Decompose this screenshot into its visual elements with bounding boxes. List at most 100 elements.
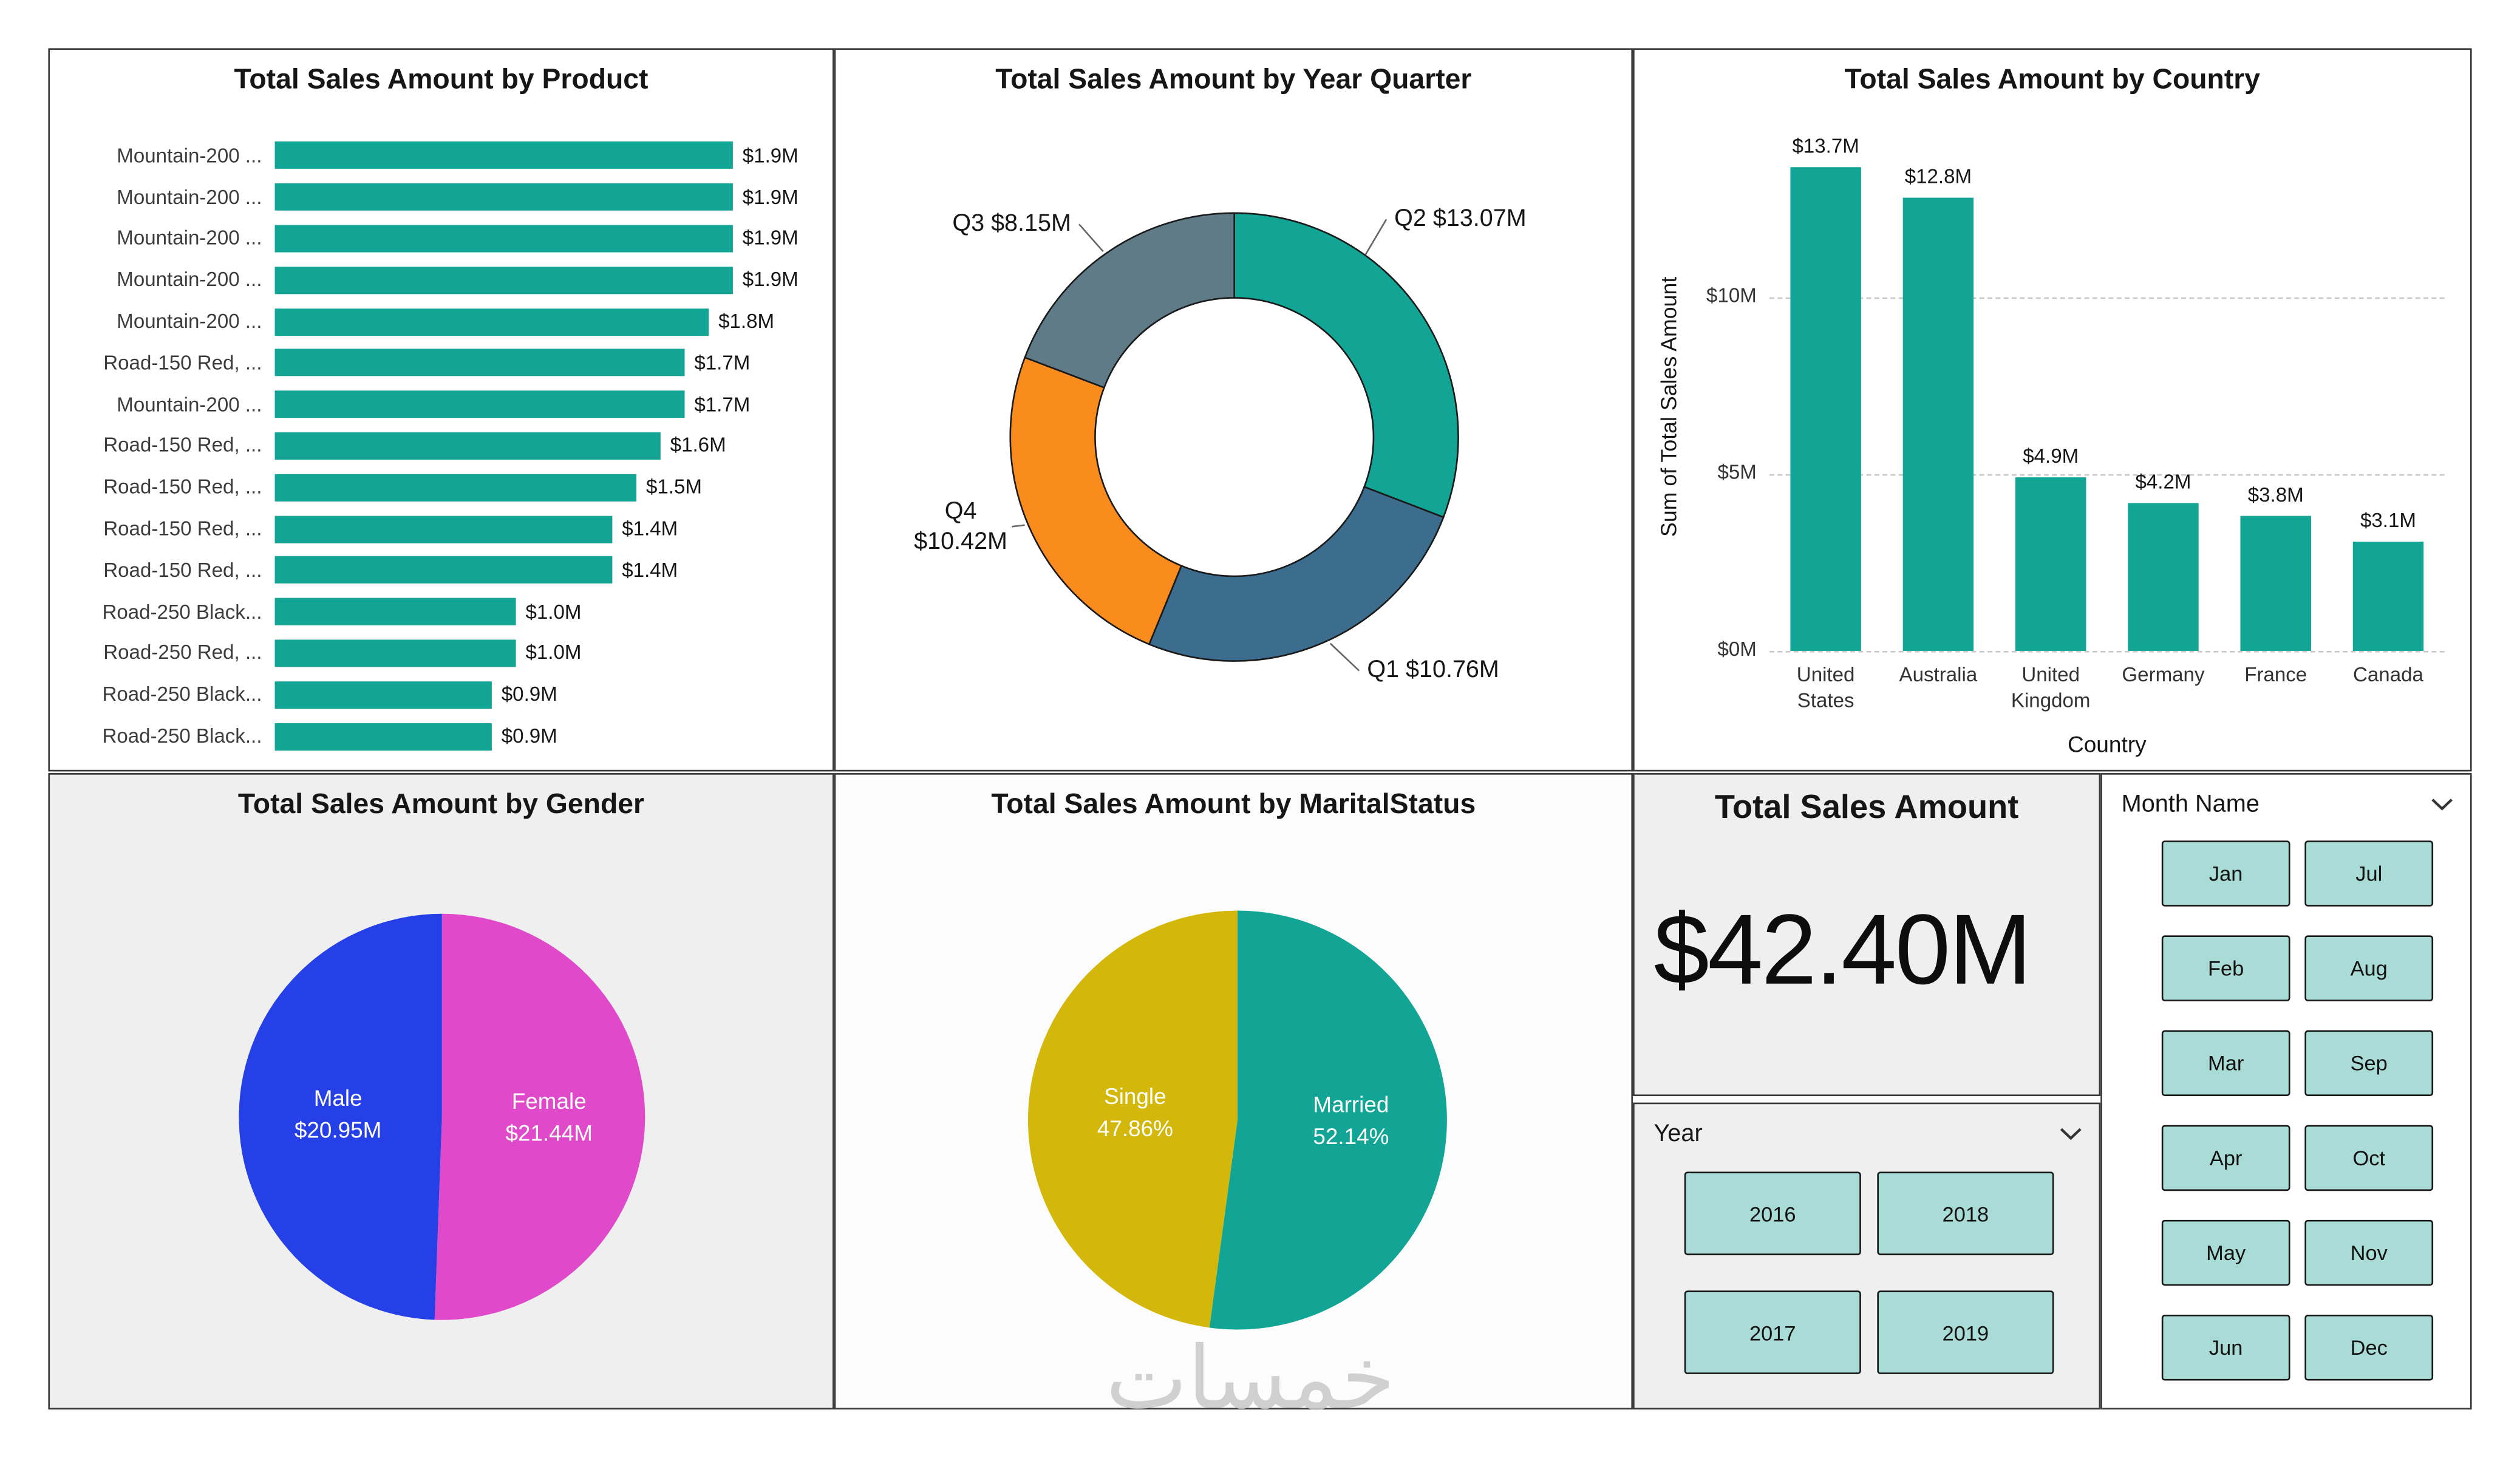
marital-slice-Single[interactable] [1027,910,1238,1328]
y-axis-tick-label: $10M [1706,284,1757,307]
gridline [1769,474,2445,476]
country-bar[interactable] [2128,502,2199,651]
product-bar[interactable] [274,183,733,211]
callout-leader-line [1329,642,1360,672]
product-bar[interactable] [274,390,685,418]
country-y-axis-title: Sum of Total Sales Amount [1657,276,1681,537]
country-bar-value-label: $3.8M [2247,484,2304,507]
product-bar-row: Mountain-200 ... $1.9M [69,177,823,218]
quarter-slice-Q4[interactable] [1009,356,1183,646]
month-option-Sep[interactable]: Sep [2304,1030,2434,1097]
quarter-slice-Q2[interactable] [1233,212,1459,519]
product-category-label: Road-250 Black... [102,724,262,748]
chevron-down-icon[interactable] [2430,797,2454,812]
card-value: $42.40M [1653,895,2032,1006]
year-option-2019[interactable]: 2019 [1877,1290,2054,1374]
quarter-callout-label: Q2 $13.07M [1394,205,1526,231]
year-option-2017[interactable]: 2017 [1684,1290,1861,1374]
card-title: Total Sales Amount [1714,789,2019,826]
country-bar[interactable] [2240,516,2311,651]
month-slicer-title: Month Name [2121,791,2259,819]
product-bar[interactable] [274,308,709,336]
month-option-Feb[interactable]: Feb [2161,935,2290,1001]
quarter-slice-Q3[interactable] [1024,212,1235,389]
product-value-label: $1.6M [670,434,726,457]
product-category-label: Mountain-200 ... [117,393,262,416]
quarter-slice-Q1[interactable] [1148,486,1445,662]
gender-slice-Male[interactable] [239,913,442,1320]
product-category-label: Mountain-200 ... [117,268,262,291]
country-bar[interactable] [1790,166,1861,651]
country-x-axis-title: Country [2067,731,2147,757]
country-bar[interactable] [2015,477,2086,651]
month-option-Aug[interactable]: Aug [2304,935,2434,1001]
panel-country-bar-chart: Total Sales Amount by Country Sum of Tot… [1633,48,2472,772]
product-bar-row: Mountain-200 ... $1.7M [69,384,823,425]
gender-pie-svg: Female $21.44M Male $20.95M [239,913,645,1320]
product-value-label: $1.9M [742,268,799,291]
country-chart-title: Total Sales Amount by Country [1844,63,2261,95]
month-option-May[interactable]: May [2161,1219,2290,1286]
watermark: خمسات [1105,1330,1395,1428]
product-category-label: Road-250 Black... [102,683,262,706]
gridline [1769,297,2445,299]
product-bar[interactable] [274,474,637,502]
product-bar-row: Road-250 Black... $0.9M [69,715,823,757]
product-bar[interactable] [274,432,661,460]
country-bar[interactable] [2352,541,2424,651]
country-plot: $0M $5M $10M $13.7M United States $12.8M Austr… [1706,134,2445,711]
product-value-label: $0.9M [501,724,557,748]
product-bar[interactable] [274,349,685,377]
product-bar[interactable] [274,225,733,253]
country-bar[interactable] [1902,198,1974,651]
x-axis-tick-label: Canada [2353,664,2423,687]
gridline [1769,650,2445,653]
product-bar[interactable] [274,266,733,294]
quarter-donut-svg: Q2 $13.07M Q1 $10.76M Q4 $10.42M Q3 $8.15M [914,205,1526,683]
month-option-Jun[interactable]: Jun [2161,1315,2290,1381]
gender-slice-label: $20.95M [295,1117,381,1142]
product-value-label: $1.7M [694,352,751,375]
month-option-Jul[interactable]: Jul [2304,840,2434,907]
product-bar-row: Mountain-200 ... $1.9M [69,135,823,176]
y-axis-tick-label: $0M [1717,638,1757,661]
product-bar[interactable] [274,681,492,709]
product-bar-row: Road-150 Red, ... $1.7M [69,342,823,384]
panel-year-slicer: Year 2016 2017 2018 2019 [1633,1102,2101,1410]
month-option-Dec[interactable]: Dec [2304,1315,2434,1381]
product-bar[interactable] [274,598,516,625]
gender-slice-label: $21.44M [506,1121,593,1146]
chevron-down-icon[interactable] [2059,1126,2083,1141]
product-value-label: $1.0M [525,600,582,624]
month-option-Oct[interactable]: Oct [2304,1125,2434,1191]
product-category-label: Road-250 Black... [102,600,262,624]
month-option-Jan[interactable]: Jan [2161,840,2290,907]
product-bar-row: Road-150 Red, ... $1.4M [69,508,823,550]
product-bar[interactable] [274,141,733,169]
x-axis-tick-label: United States [1796,664,1855,712]
marital-slice-Married[interactable] [1209,910,1447,1330]
product-category-label: Road-150 Red, ... [103,352,262,375]
year-option-2018[interactable]: 2018 [1877,1171,2054,1256]
panel-sales-card: Total Sales Amount $42.40M [1633,773,2101,1097]
gender-slice-Female[interactable] [434,913,645,1320]
year-option-2016[interactable]: 2016 [1684,1171,1861,1256]
product-bar[interactable] [274,639,516,667]
product-category-label: Road-250 Red, ... [103,642,262,665]
year-slicer-header: Year [1653,1120,2083,1148]
marital-slice-label: Married [1313,1092,1389,1117]
product-bar[interactable] [274,556,613,584]
panel-month-slicer: Month Name Jan Feb Mar Apr May Jun Jul Aug Sep Oc… [2100,773,2472,1410]
product-bar[interactable] [274,722,492,750]
country-bar-value-label: $4.2M [2135,470,2191,493]
product-category-label: Mountain-200 ... [117,144,262,167]
product-bar-row: Mountain-200 ... $1.9M [69,218,823,259]
y-axis-tick-label: $5M [1717,461,1757,484]
month-option-Nov[interactable]: Nov [2304,1219,2434,1286]
product-bar-row: Road-250 Black... $1.0M [69,591,823,632]
month-option-Mar[interactable]: Mar [2161,1030,2290,1097]
quarter-callout-label: $10.42M [914,528,1007,554]
country-bar-value-label: $3.1M [2360,509,2416,532]
month-option-Apr[interactable]: Apr [2161,1125,2290,1191]
product-bar[interactable] [274,515,613,543]
